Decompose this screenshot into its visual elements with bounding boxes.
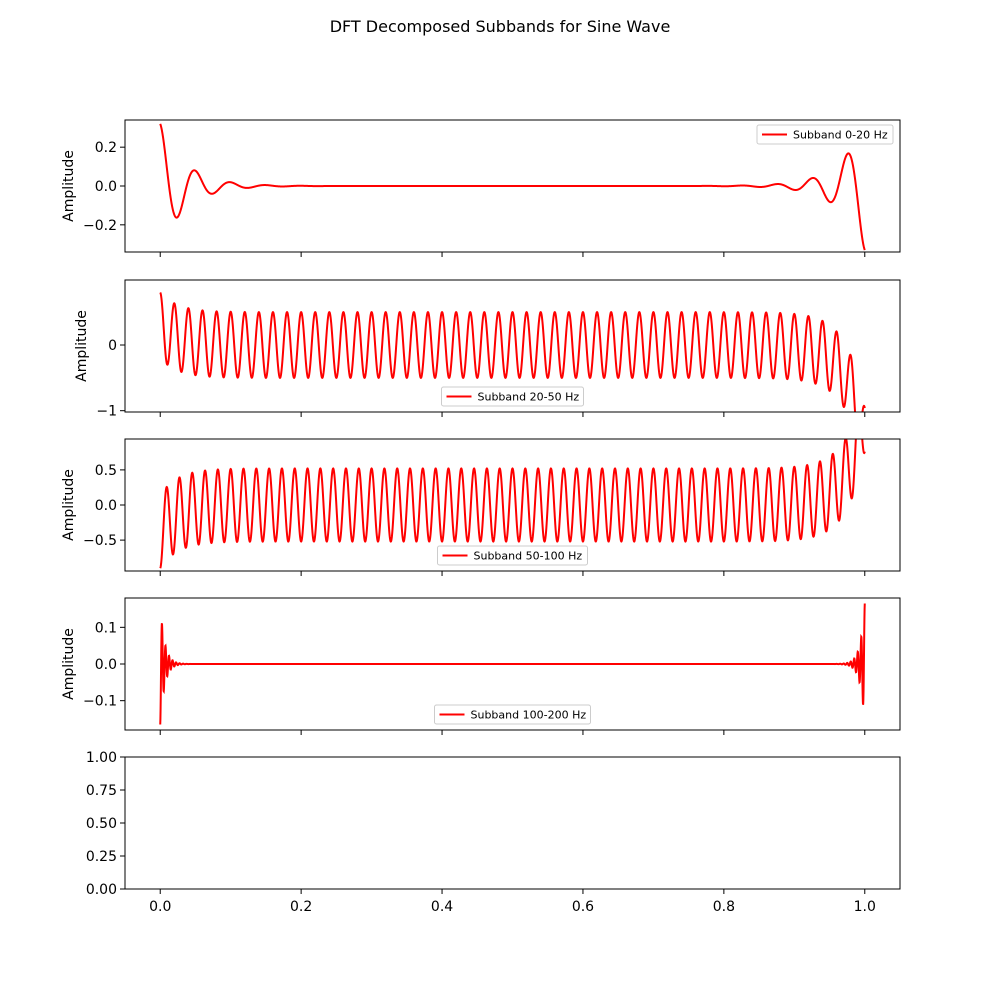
x-tick-label: 0.4 (431, 899, 453, 915)
chart-title: DFT Decomposed Subbands for Sine Wave (330, 17, 671, 36)
series-line-4 (159, 603, 866, 725)
subplot-2: −1 0 Amplitude Subband 20-50 Hz (74, 279, 901, 420)
y-axis-label: Amplitude (61, 469, 77, 541)
legend-box (434, 704, 591, 725)
legend: Subband 20-50 Hz (441, 386, 584, 407)
y-tick-label: 0.25 (86, 849, 117, 865)
legend-entry: Subband 0-20 Hz (793, 129, 888, 142)
x-tick-label: 1.0 (854, 899, 876, 915)
axes-frame (124, 279, 901, 413)
y-tick-label: 0.50 (86, 816, 117, 832)
axes-frame (124, 756, 901, 890)
series-line-1 (159, 123, 866, 251)
legend: Subband 100-200 Hz (434, 704, 591, 725)
y-tick-label: −1 (96, 404, 117, 420)
y-axis-label: Amplitude (61, 628, 77, 700)
series-line-2 (159, 291, 866, 412)
y-tick-label: 0.1 (95, 620, 117, 636)
y-tick-label: 0.0 (95, 498, 117, 514)
y-tick-label: −0.5 (83, 533, 117, 549)
y-tick-label: 0.5 (95, 463, 117, 479)
subplot-4: −0.1 0.0 0.1 Amplitude Subband 100-200 Hz (61, 597, 901, 735)
legend-box (441, 386, 584, 407)
y-tick-label: 0.0 (95, 657, 117, 673)
subplot-3: −0.5 0.0 0.5 Amplitude Subband 50-100 Hz (61, 438, 901, 576)
y-tick-label: 1.00 (86, 750, 117, 766)
subplot-5: 0.00 0.25 0.50 0.75 1.00 0.0 0.2 0.4 0.6 0.8 1.0 (86, 750, 901, 915)
x-tick-label: 0.2 (290, 899, 312, 915)
legend-entry: Subband 20-50 Hz (478, 391, 580, 404)
x-tick-label: 0.8 (713, 899, 735, 915)
y-tick-label: 0.2 (95, 140, 117, 156)
legend-box (437, 545, 588, 566)
legend: Subband 0-20 Hz (756, 124, 894, 145)
x-tick-label: 0.0 (149, 899, 171, 915)
y-tick-label: 0.75 (86, 783, 117, 799)
series-line-3 (159, 439, 866, 569)
legend-box (756, 124, 894, 145)
subplot-stack: −0.2 0.0 0.2 Amplitude Subband 0-20 Hz −1 0 Amp… (61, 119, 901, 915)
y-axis-label: Amplitude (74, 310, 90, 382)
legend-entry: Subband 50-100 Hz (474, 550, 583, 563)
x-tick-label: 0.6 (572, 899, 594, 915)
y-tick-label: 0.00 (86, 882, 117, 898)
legend: Subband 50-100 Hz (437, 545, 588, 566)
y-axis-label: Amplitude (61, 150, 77, 222)
y-tick-label: 0.0 (95, 179, 117, 195)
subplot-1: −0.2 0.0 0.2 Amplitude Subband 0-20 Hz (61, 119, 901, 257)
y-tick-label: 0 (108, 338, 117, 354)
y-tick-label: −0.2 (83, 218, 117, 234)
legend-entry: Subband 100-200 Hz (471, 709, 587, 722)
y-tick-label: −0.1 (83, 694, 117, 710)
